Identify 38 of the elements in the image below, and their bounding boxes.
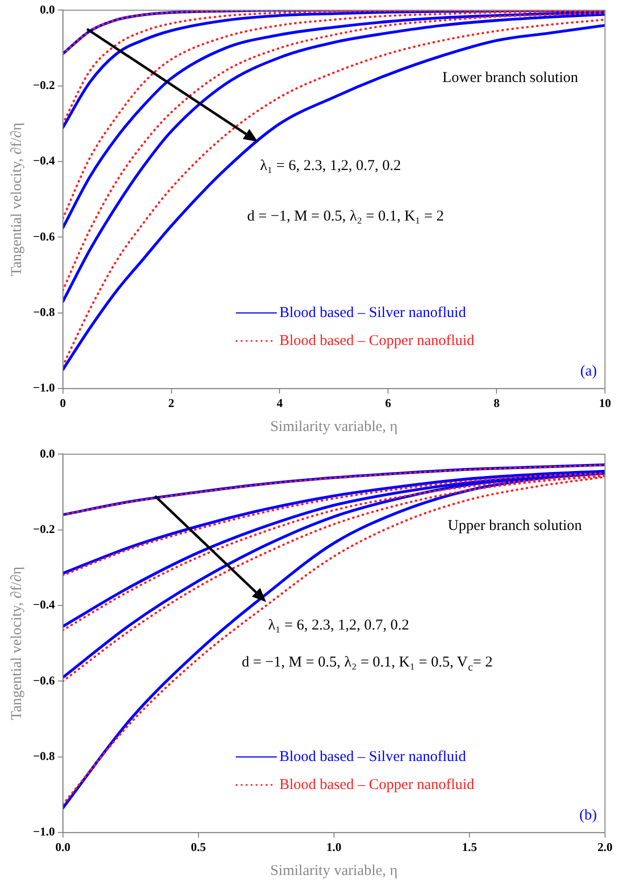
x-tick-label: 10 <box>599 396 611 410</box>
x-axis-title: Similarity variable, η <box>270 418 398 435</box>
x-tick-label: 2.0 <box>598 840 612 854</box>
y-tick-label: −0.8 <box>32 749 55 764</box>
y-tick-label: −0.4 <box>32 154 55 168</box>
y-tick-label: −0.2 <box>32 522 55 536</box>
y-axis-title: Tangential velocity, ∂f/∂η <box>8 566 25 720</box>
y-tick-label: 0.0 <box>40 2 55 16</box>
annotation: λ₁ = 6, 2.3, 1,2, 0.7, 0.2 <box>268 618 410 634</box>
x-tick-label: 6 <box>385 396 392 410</box>
legend-label: Blood based – Copper nanofluid <box>279 776 475 793</box>
x-tick-label: 0.0 <box>55 840 70 854</box>
legend-label: Blood based – Silver nanofluid <box>279 304 466 321</box>
y-tick-label: −0.2 <box>32 78 55 92</box>
legend-label: Blood based – Copper nanofluid <box>279 332 475 349</box>
x-tick-label: 1.5 <box>462 840 477 854</box>
y-tick-label: −0.6 <box>32 229 55 244</box>
y-tick-label: −0.8 <box>32 305 55 320</box>
annotation: d = −1, M = 0.5, λ₂ = 0.1, K₁ = 2 <box>247 208 444 224</box>
x-tick-label: 1.0 <box>326 840 342 854</box>
y-axis-title: Tangential velocity, ∂f/∂η <box>8 122 25 276</box>
x-tick-label: 0 <box>60 396 66 410</box>
annotation: Upper branch solution <box>448 518 582 534</box>
annotation: (b) <box>579 808 597 824</box>
x-tick-label: 2 <box>168 396 174 410</box>
annotation: λ₁ = 6, 2.3, 1,2, 0.7, 0.2 <box>260 158 401 174</box>
x-axis-title: Similarity variable, η <box>270 862 398 879</box>
x-tick-label: 8 <box>494 396 500 410</box>
y-tick-label: −1.0 <box>32 824 55 839</box>
legend-label: Blood based – Silver nanofluid <box>279 748 466 765</box>
x-tick-label: 4 <box>276 396 283 410</box>
y-tick-label: −0.6 <box>32 673 55 688</box>
annotation: (a) <box>580 364 597 380</box>
x-tick-label: 0.5 <box>190 840 206 854</box>
y-tick-label: −1.0 <box>32 380 55 395</box>
y-tick-label: −0.4 <box>32 598 55 612</box>
annotation: Lower branch solution <box>442 70 579 86</box>
y-tick-label: 0.0 <box>40 446 55 460</box>
